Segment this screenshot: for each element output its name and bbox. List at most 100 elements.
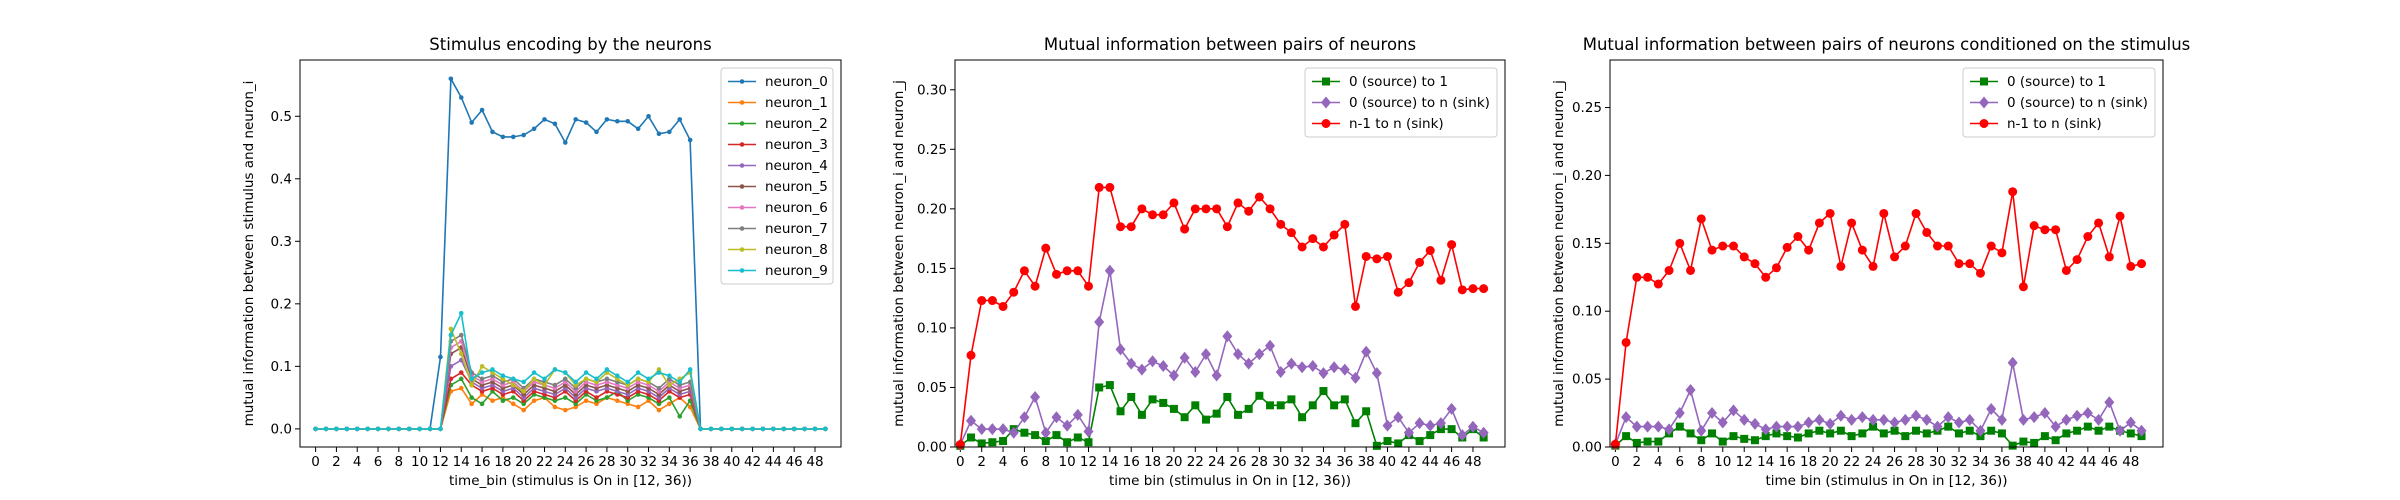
data-point <box>1243 357 1254 370</box>
data-point <box>2094 218 2104 228</box>
data-point <box>1276 219 1286 229</box>
data-point <box>1965 426 1974 435</box>
x-tick-label: 44 <box>765 454 782 470</box>
data-point <box>458 310 464 316</box>
data-point <box>1137 204 1147 214</box>
data-point <box>1073 433 1082 442</box>
data-point <box>1446 402 1457 415</box>
data-point <box>1297 361 1308 374</box>
data-point <box>1717 416 1728 429</box>
data-point <box>469 395 474 400</box>
data-point <box>1675 422 1684 431</box>
data-point <box>1964 413 1975 426</box>
data-point <box>521 132 526 138</box>
data-point <box>458 385 464 391</box>
data-point <box>1901 432 1910 441</box>
x-tick-label: 38 <box>702 454 719 470</box>
data-point <box>562 407 568 413</box>
x-tick-label: 32 <box>1950 454 1967 470</box>
data-point <box>1372 254 1382 264</box>
x-tick-label: 6 <box>1020 454 1029 470</box>
data-point <box>406 426 412 432</box>
x-tick-label: 20 <box>515 454 532 470</box>
data-point <box>2018 413 2029 426</box>
series-0-source-to-1 <box>1611 422 2146 450</box>
x-tick-label: 42 <box>744 454 761 470</box>
x-tick-label: 40 <box>1379 454 1396 470</box>
data-point <box>386 426 391 432</box>
data-point <box>1664 423 1675 436</box>
data-point <box>1319 387 1328 396</box>
data-point <box>1201 204 1211 214</box>
data-point <box>1414 417 1425 430</box>
data-point <box>1307 360 1318 373</box>
data-point <box>677 117 683 122</box>
data-point <box>562 140 568 145</box>
data-point <box>1190 204 1200 214</box>
y-tick-label: 0.4 <box>271 171 292 187</box>
x-tick-label: 4 <box>1654 454 1663 470</box>
data-point <box>1094 315 1105 328</box>
y-tick-label: 0.10 <box>917 320 947 336</box>
data-point <box>2083 232 2093 242</box>
data-point <box>1900 413 1911 426</box>
data-point <box>2050 420 2061 433</box>
data-point <box>1435 417 1446 430</box>
legend-item: neuron_5 <box>728 179 828 195</box>
data-point <box>667 401 672 407</box>
data-point <box>2008 441 2017 450</box>
legend-item: neuron_8 <box>728 242 828 258</box>
data-point <box>438 426 443 432</box>
data-point <box>604 395 610 400</box>
data-point <box>625 379 631 385</box>
data-point <box>1879 208 1889 218</box>
data-point <box>1255 391 1264 400</box>
data-point <box>521 389 526 394</box>
y-tick-label: 0.1 <box>271 359 292 375</box>
x-tick-label: 18 <box>494 454 511 470</box>
data-point <box>2029 411 2040 424</box>
data-point <box>1997 429 2006 438</box>
data-point <box>1383 251 1393 261</box>
data-point <box>490 367 495 372</box>
data-point <box>438 354 443 360</box>
data-point <box>646 113 651 119</box>
legend-item: neuron_9 <box>728 263 828 279</box>
data-point <box>739 426 745 432</box>
data-point <box>1265 204 1275 214</box>
data-point <box>1126 357 1137 370</box>
data-point <box>1019 266 1029 276</box>
data-point <box>1804 245 1814 255</box>
data-point <box>1890 426 1899 435</box>
legend-item: neuron_1 <box>728 95 828 111</box>
y-tick-label: 0.05 <box>1572 372 1602 388</box>
legend-marker <box>1980 77 1988 86</box>
data-point <box>1073 266 1083 276</box>
x-tick-label: 44 <box>2079 454 2096 470</box>
x-tick-label: 8 <box>1041 454 1050 470</box>
x-tick-label: 42 <box>2058 454 2075 470</box>
data-point <box>2040 225 2050 235</box>
series-n-1-to-n-sink- <box>1610 187 2147 449</box>
x-tick-label: 42 <box>1400 454 1417 470</box>
data-point <box>771 426 776 432</box>
data-point <box>1654 437 1663 446</box>
data-point <box>1308 234 1318 244</box>
data-point <box>1686 265 1696 275</box>
data-point <box>1426 431 1435 440</box>
data-point <box>542 117 547 122</box>
x-tick-label: 14 <box>1757 454 1774 470</box>
legend-item: neuron_6 <box>728 200 828 216</box>
data-point <box>1622 432 1631 441</box>
data-point <box>490 129 495 135</box>
data-point <box>2104 252 2114 262</box>
legend-marker <box>1979 96 1989 109</box>
legend-marker <box>739 226 745 231</box>
chart-title: Mutual information between pairs of neur… <box>1583 35 2191 54</box>
legend: 0 (source) to 1 0 (source) to n (sink) n-1… <box>1962 67 2156 138</box>
legend-item: neuron_0 <box>728 74 828 90</box>
data-point <box>594 395 599 400</box>
data-point <box>1750 436 1759 445</box>
data-point <box>635 370 641 375</box>
data-point <box>1051 269 1061 279</box>
